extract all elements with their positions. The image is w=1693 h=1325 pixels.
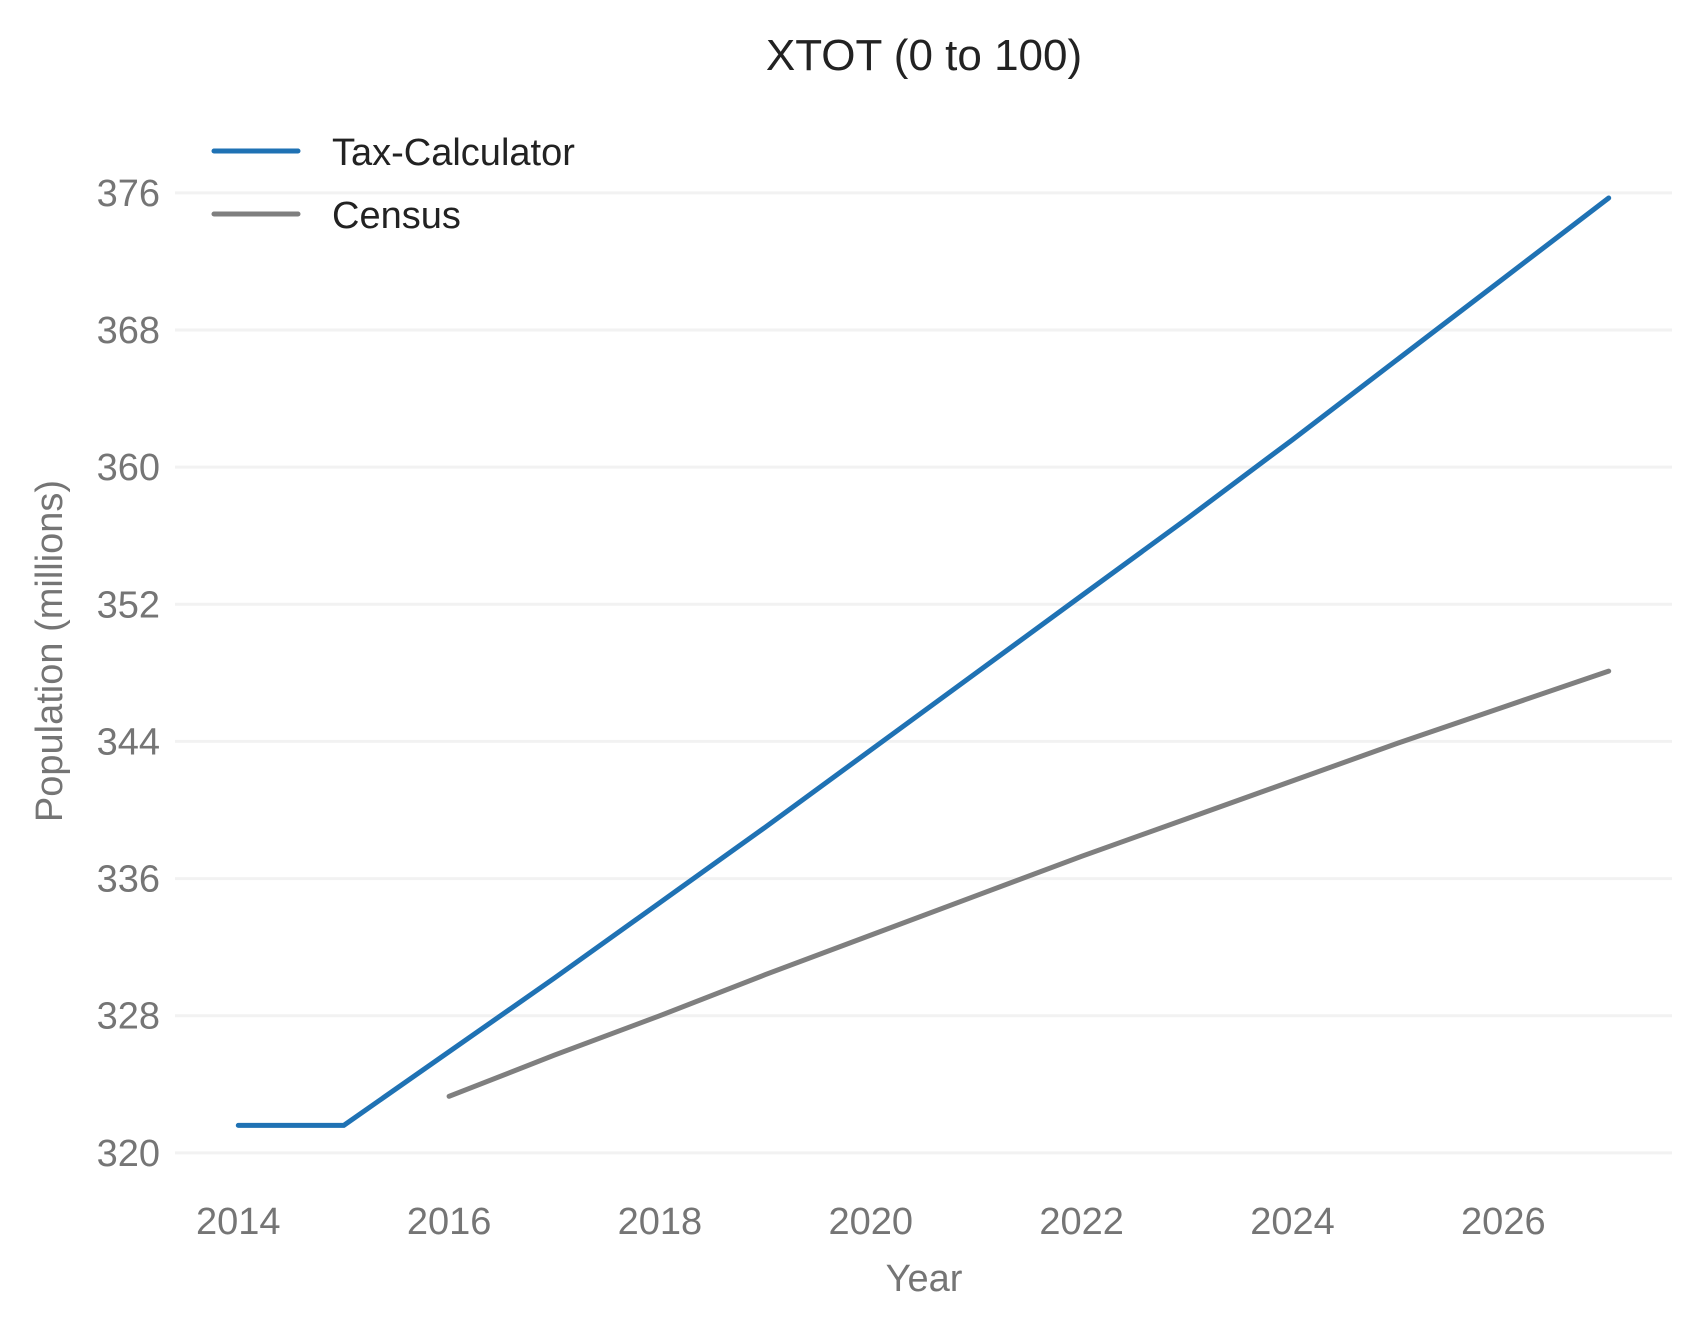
y-tick-label: 352 (97, 584, 160, 626)
x-axis-title: Year (886, 1258, 963, 1300)
x-tick-label: 2020 (829, 1201, 914, 1243)
y-axis-ticks: 320 328 336 344 352 360 368 376 (97, 173, 160, 1175)
legend-label: Census (332, 195, 461, 237)
x-tick-label: 2022 (1039, 1201, 1124, 1243)
y-tick-label: 320 (97, 1133, 160, 1175)
legend: Tax-Calculator Census (211, 132, 575, 237)
chart-title: XTOT (0 to 100) (766, 31, 1082, 80)
series-line-census (446, 668, 1612, 1099)
x-tick-label: 2016 (407, 1201, 492, 1243)
y-tick-label: 360 (97, 447, 160, 489)
x-tick-label: 2024 (1250, 1201, 1335, 1243)
legend-label: Tax-Calculator (332, 132, 575, 174)
x-tick-label: 2026 (1461, 1201, 1546, 1243)
x-tick-label: 2014 (196, 1201, 281, 1243)
y-tick-label: 344 (97, 721, 160, 763)
x-axis-ticks: 2014 2016 2018 2020 2022 2024 2026 (196, 1201, 1546, 1243)
y-axis-title: Population (millions) (29, 480, 71, 822)
y-tick-label: 376 (97, 173, 160, 215)
y-tick-label: 336 (97, 859, 160, 901)
x-tick-label: 2018 (618, 1201, 703, 1243)
y-tick-label: 328 (97, 996, 160, 1038)
gridlines (175, 191, 1672, 1155)
y-tick-label: 368 (97, 310, 160, 352)
series-line-tax-calculator (235, 195, 1612, 1128)
series-lines (235, 195, 1612, 1128)
